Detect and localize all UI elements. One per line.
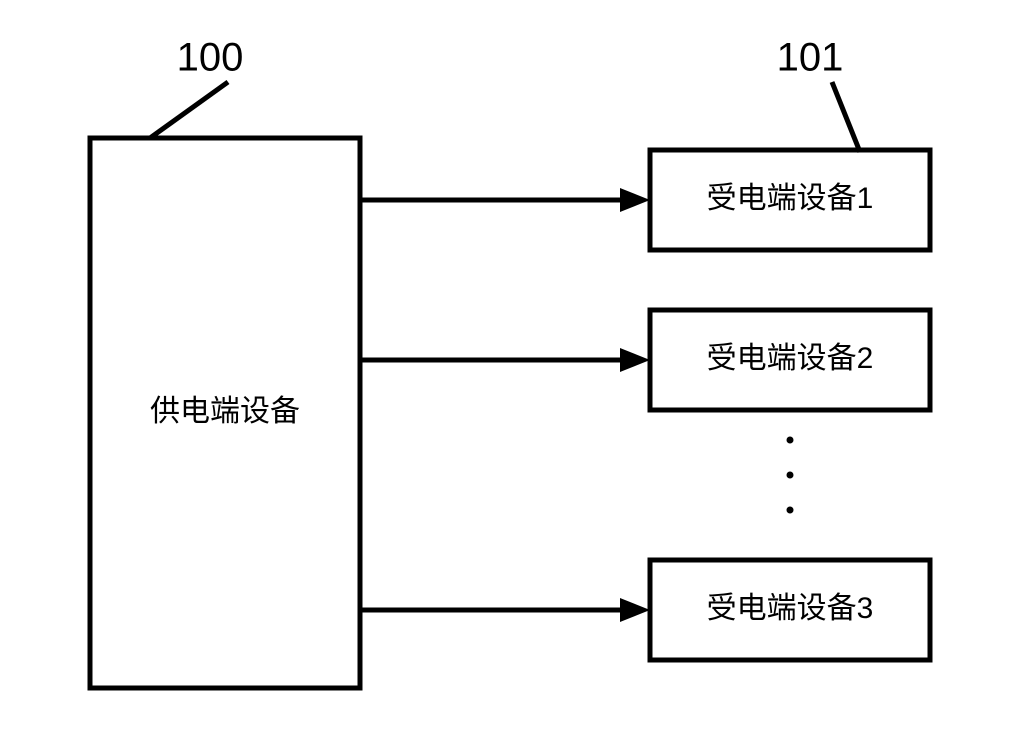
target-label: 受电端设备2 (707, 342, 874, 375)
ellipsis-dot (787, 472, 794, 479)
ellipsis-dot (787, 437, 794, 444)
source-label: 供电端设备 (150, 395, 300, 428)
target-label: 受电端设备3 (707, 592, 874, 625)
target-label: 受电端设备1 (707, 182, 874, 215)
targets-lead-line (832, 82, 860, 152)
arrow-head (620, 598, 650, 622)
source-lead-line (150, 82, 228, 138)
arrow-head (620, 188, 650, 212)
targets-id-label: 101 (777, 36, 844, 80)
arrow-head (620, 348, 650, 372)
diagram-canvas: 供电端设备 100 101 受电端设备1 受电端设备2 受电端设备3 (0, 0, 1021, 736)
ellipsis-dot (787, 507, 794, 514)
source-id-label: 100 (177, 36, 244, 80)
